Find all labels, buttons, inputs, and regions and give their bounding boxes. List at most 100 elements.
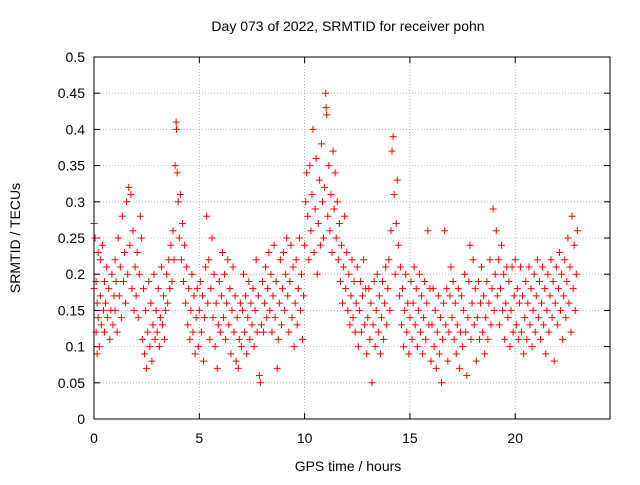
data-point [520, 350, 528, 358]
y-tick-label: 0.45 [58, 85, 85, 101]
data-point [350, 277, 358, 285]
data-point [423, 299, 431, 307]
data-point [152, 306, 160, 314]
data-point [208, 234, 216, 242]
data-point [538, 299, 546, 307]
data-point [341, 212, 349, 220]
data-point [236, 299, 244, 307]
data-point [355, 306, 363, 314]
data-point [241, 328, 249, 336]
data-point [389, 133, 397, 141]
data-point [424, 227, 432, 235]
data-point [119, 277, 127, 285]
data-point [227, 350, 235, 358]
data-point [262, 263, 270, 271]
data-point [177, 256, 185, 264]
data-point [560, 292, 568, 300]
data-point [545, 328, 553, 336]
data-point [229, 263, 237, 271]
data-point [334, 256, 342, 264]
data-point [288, 314, 296, 322]
data-point [141, 350, 149, 358]
data-point [335, 220, 343, 228]
data-point [511, 256, 519, 264]
data-point [508, 263, 516, 271]
data-point [320, 234, 328, 242]
data-point [564, 234, 572, 242]
data-point [349, 314, 357, 322]
data-point [441, 227, 449, 235]
data-point [512, 321, 520, 329]
data-point [93, 299, 101, 307]
data-point [529, 306, 537, 314]
data-point [366, 335, 374, 343]
data-point [98, 241, 106, 249]
data-point [267, 270, 275, 278]
data-point [322, 104, 330, 112]
data-point [415, 270, 423, 278]
data-point [397, 321, 405, 329]
data-point [117, 314, 125, 322]
data-point [108, 270, 116, 278]
data-point [291, 299, 299, 307]
data-point [486, 256, 494, 264]
data-point [142, 306, 150, 314]
data-point [461, 270, 469, 278]
data-point [474, 277, 482, 285]
data-point [137, 234, 145, 242]
data-point [450, 335, 458, 343]
data-point [210, 270, 218, 278]
data-point [567, 328, 575, 336]
data-point [278, 285, 286, 293]
data-point [516, 263, 524, 271]
data-point [571, 306, 579, 314]
data-point [333, 198, 341, 206]
data-point [188, 270, 196, 278]
data-point [522, 277, 530, 285]
data-point [273, 364, 281, 372]
data-point [99, 306, 107, 314]
data-point [493, 292, 501, 300]
data-point [448, 314, 456, 322]
x-axis-label: GPS time / hours [295, 458, 402, 474]
data-point [286, 277, 294, 285]
data-point [209, 314, 217, 322]
data-point [215, 277, 223, 285]
data-point [136, 212, 144, 220]
y-tick-label: 0.5 [66, 49, 86, 65]
data-point [158, 321, 166, 329]
data-point [410, 263, 418, 271]
data-point [549, 277, 557, 285]
data-point [422, 335, 430, 343]
data-point [270, 241, 278, 249]
data-point [198, 292, 206, 300]
data-point [187, 306, 195, 314]
data-point [211, 343, 219, 351]
data-point [292, 256, 300, 264]
data-point [261, 299, 269, 307]
data-point [446, 292, 454, 300]
data-point [510, 292, 518, 300]
data-point [531, 328, 539, 336]
data-point [570, 241, 578, 249]
data-point [282, 270, 290, 278]
data-point [293, 321, 301, 329]
data-point [150, 270, 158, 278]
data-point [112, 277, 120, 285]
data-point [144, 328, 152, 336]
data-points [90, 89, 581, 387]
data-point [297, 270, 305, 278]
data-point [180, 277, 188, 285]
data-point [550, 357, 558, 365]
data-point [555, 248, 563, 256]
data-point [521, 314, 529, 322]
data-point [303, 169, 311, 177]
data-point [514, 335, 522, 343]
data-point [310, 248, 318, 256]
data-point [484, 335, 492, 343]
data-point [532, 292, 540, 300]
data-point [492, 227, 500, 235]
data-point [238, 306, 246, 314]
data-point [369, 321, 377, 329]
data-point [123, 198, 131, 206]
